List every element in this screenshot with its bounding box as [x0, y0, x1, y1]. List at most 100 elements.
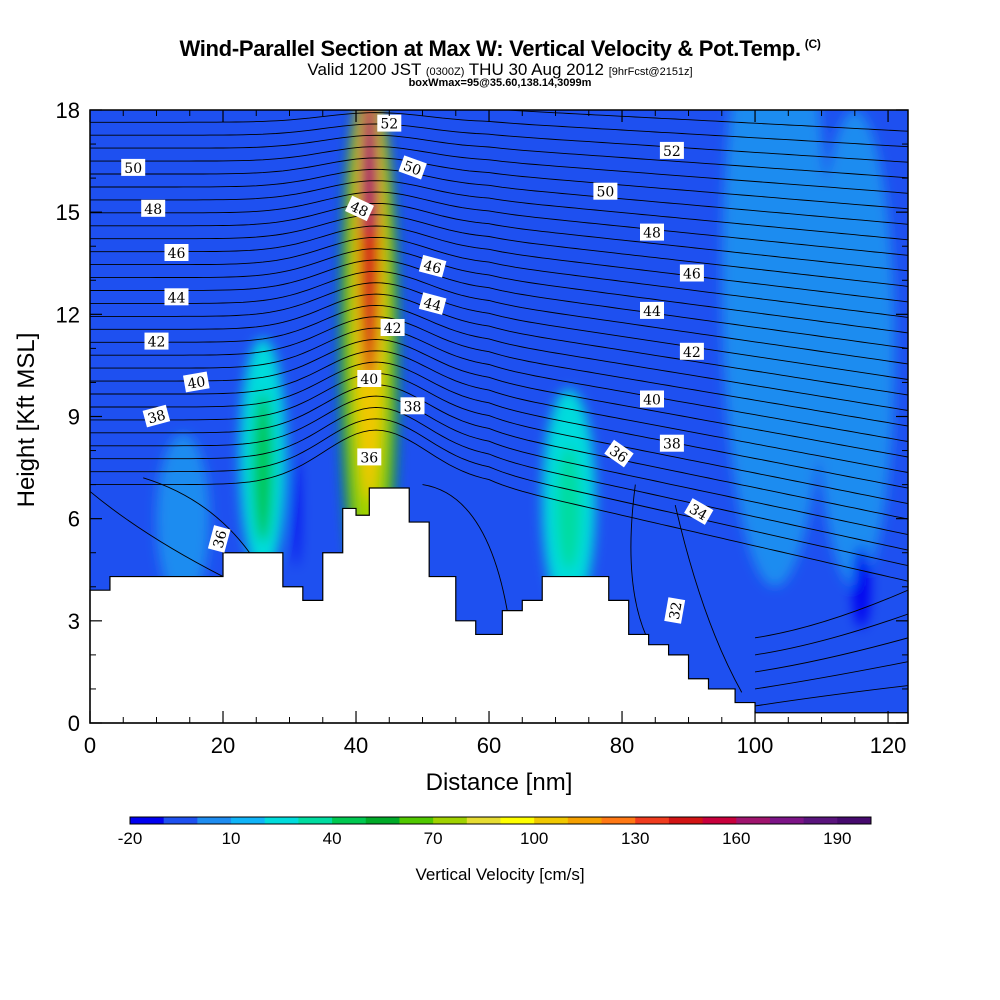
colorbar-swatch — [433, 817, 468, 824]
theta-label-text: 42 — [384, 321, 402, 337]
theta-label-text: 40 — [186, 374, 206, 393]
x-tick-label: 80 — [610, 733, 634, 758]
w-region — [156, 433, 210, 604]
colorbar-tick-label: 10 — [222, 829, 241, 848]
colorbar-swatch — [231, 817, 266, 824]
isentrope-line — [754, 685, 908, 707]
theta-label: 48 — [640, 223, 664, 242]
theta-label-bg — [142, 404, 171, 428]
theta-label-bg — [121, 158, 146, 176]
copyright-mark: (C) — [804, 37, 821, 51]
theta-label-bg — [380, 319, 405, 336]
y-tick-label: 15 — [56, 200, 80, 225]
theta-label-text: 46 — [422, 258, 443, 278]
colorbar: -20 10 40 70 100 130 160 190 — [118, 816, 872, 848]
isentrope-line — [90, 316, 908, 427]
colorbar-frame — [129, 816, 872, 825]
isentrope-line — [90, 112, 908, 148]
x-tick-label: 40 — [344, 733, 368, 758]
isentrope-line — [90, 304, 908, 411]
theta-label: 40 — [357, 370, 382, 388]
isentrope-line — [90, 293, 908, 396]
theta-label-text: 52 — [663, 144, 681, 160]
colorbar-swatch — [635, 817, 670, 824]
colorbar-label: Vertical Velocity [cm/s] — [415, 865, 584, 884]
colorbar-swatch — [736, 817, 771, 824]
theta-label-bg — [593, 182, 618, 200]
theta-label: 42 — [144, 332, 169, 351]
theta-label: 50 — [121, 158, 146, 177]
colorbar-tick-label: -20 — [118, 829, 143, 848]
colorbar-tick-label: 130 — [621, 829, 649, 848]
isentrope-line — [754, 589, 908, 639]
theta-label-text: 36 — [211, 529, 231, 550]
theta-label-bg — [659, 434, 684, 452]
colorbar-swatch — [264, 817, 299, 824]
theta-label-text: 48 — [144, 202, 162, 218]
theta-label-bg — [164, 288, 189, 306]
y-tick-label: 18 — [56, 98, 80, 123]
isentrope-line — [90, 338, 908, 458]
colorbar-tick-label: 160 — [722, 829, 750, 848]
theta-label-text: 50 — [596, 185, 614, 201]
isentrope-line — [90, 406, 908, 551]
chart-title-text: Wind-Parallel Section at Max W: Vertical… — [179, 36, 801, 61]
y-tick-label: 6 — [68, 507, 80, 532]
theta-label-text: 34 — [686, 501, 710, 524]
theta-label-text: 44 — [168, 290, 186, 306]
isentrope-line — [90, 157, 908, 210]
colorbar-swatch — [601, 817, 636, 824]
theta-label-bg — [640, 390, 664, 408]
isentrope-line — [422, 484, 510, 621]
isentrope-line — [754, 661, 908, 690]
theta-label-text: 48 — [347, 199, 370, 221]
theta-label-bg — [207, 525, 231, 553]
isentrope-line — [90, 248, 908, 334]
theta-label-text: 44 — [422, 295, 443, 315]
colorbar-swatch — [803, 817, 838, 824]
colorbar-swatch — [365, 817, 400, 824]
theta-label-text: 42 — [683, 345, 701, 361]
isentrope-line — [90, 384, 908, 520]
theta-label-bg — [679, 342, 704, 360]
colorbar-swatch — [702, 817, 737, 824]
theta-label-bg — [659, 141, 684, 159]
chart-title: Wind-Parallel Section at Max W: Vertical… — [0, 36, 1000, 62]
y-axis-label: Height [Kft MSL] — [13, 333, 40, 508]
w-region — [252, 392, 273, 543]
isentrope-line — [90, 168, 908, 225]
theta-label-bg — [164, 244, 189, 261]
theta-label: 48 — [345, 195, 374, 222]
valid-time: Valid 1200 JST — [307, 60, 422, 79]
theta-label-text: 46 — [683, 267, 701, 283]
theta-label-bg — [640, 301, 664, 319]
isentrope-line — [90, 282, 908, 380]
colorbar-swatch — [668, 817, 704, 824]
isentrope-line — [90, 191, 908, 256]
y-tick-label: 0 — [68, 711, 80, 736]
colorbar-swatch — [399, 817, 434, 824]
theta-label-text: 50 — [401, 158, 423, 179]
isentrope-line — [754, 613, 908, 656]
theta-label: 44 — [418, 292, 447, 315]
isentrope-line — [90, 236, 908, 318]
colorbar-tick-label: 100 — [520, 829, 548, 848]
theta-label-bg — [357, 370, 382, 387]
theta-label: 32 — [664, 597, 686, 624]
isentrope-line — [90, 418, 908, 567]
x-tick-label: 20 — [211, 733, 235, 758]
theta-label-bg — [664, 597, 686, 624]
isentrope-line — [90, 327, 908, 442]
theta-label-bg — [400, 397, 425, 415]
theta-label-text: 38 — [663, 437, 681, 453]
isentrope-line — [90, 361, 908, 489]
y-tick-label: 3 — [68, 609, 80, 634]
valid-date: THU 30 Aug 2012 — [468, 60, 604, 79]
colorbar-swatch — [197, 817, 232, 824]
theta-label-bg — [141, 199, 166, 217]
theta-label: 42 — [679, 342, 704, 361]
w-region — [814, 110, 895, 587]
y-tick-label: 9 — [68, 405, 80, 430]
theta-label-text: 52 — [380, 117, 398, 133]
